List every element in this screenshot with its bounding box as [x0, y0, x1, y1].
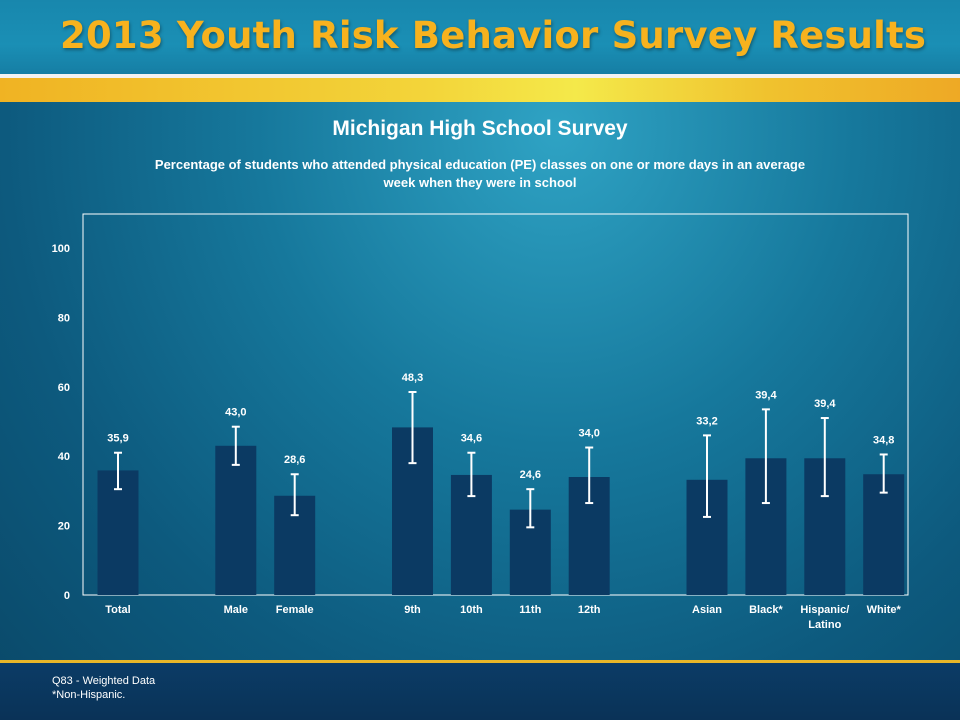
chart-subtitle: Percentage of students who attended phys…: [154, 157, 806, 190]
page-title: 2013 Youth Risk Behavior Survey Results: [60, 14, 927, 57]
chart-title: Michigan High School Survey: [332, 117, 628, 140]
data-label: 24,6: [520, 469, 541, 481]
data-label: 34,6: [461, 433, 482, 445]
data-label: 34,0: [578, 428, 599, 440]
footer-bar: Q83 - Weighted Data *Non-Hispanic.: [0, 663, 960, 720]
x-tick-label: Total: [105, 604, 130, 616]
x-tick-label: 11th: [519, 604, 541, 616]
x-tick-label: 9th: [404, 604, 421, 616]
footer-divider: [0, 660, 960, 663]
y-tick-label: 100: [52, 243, 70, 255]
data-label: 48,3: [402, 372, 423, 384]
data-label: 28,6: [284, 454, 305, 466]
x-tick-label: Male: [224, 604, 248, 616]
y-tick-label: 20: [58, 521, 70, 533]
bar: [97, 470, 139, 595]
x-tick-label: Female: [276, 604, 314, 616]
header-stripe-gold: [0, 78, 960, 102]
footnote-weighted-data: Q83 - Weighted Data: [52, 675, 156, 687]
x-tick-label: Black*: [749, 604, 783, 616]
plot-area: [82, 213, 909, 596]
y-tick-label: 40: [58, 451, 70, 463]
data-label: 43,0: [225, 407, 246, 419]
y-tick-label: 80: [58, 312, 70, 324]
x-tick-label: White*: [867, 604, 902, 616]
footnote-non-hispanic: *Non-Hispanic.: [52, 689, 126, 701]
data-label: 33,2: [696, 415, 717, 427]
x-tick-label: 10th: [460, 604, 483, 616]
bar: [863, 474, 905, 595]
y-tick-label: 60: [58, 382, 70, 394]
data-label: 34,8: [873, 434, 894, 446]
header-banner: 2013 Youth Risk Behavior Survey Results: [0, 0, 960, 74]
y-tick-label: 0: [64, 590, 70, 602]
header-stripe-white: [0, 74, 960, 78]
bar-chart: 0 20 40 60 80 100 35,9 Total 43,0 Male 28,6 Female 4…: [52, 213, 909, 631]
data-label: 39,4: [814, 398, 836, 410]
x-tick-label: Asian: [692, 604, 722, 616]
data-label: 39,4: [755, 389, 777, 401]
x-tick-label: Latino: [808, 619, 841, 631]
bar: [215, 445, 257, 595]
data-label: 35,9: [107, 433, 128, 445]
x-tick-label: Hispanic/: [800, 604, 849, 616]
x-tick-label: 12th: [578, 604, 601, 616]
